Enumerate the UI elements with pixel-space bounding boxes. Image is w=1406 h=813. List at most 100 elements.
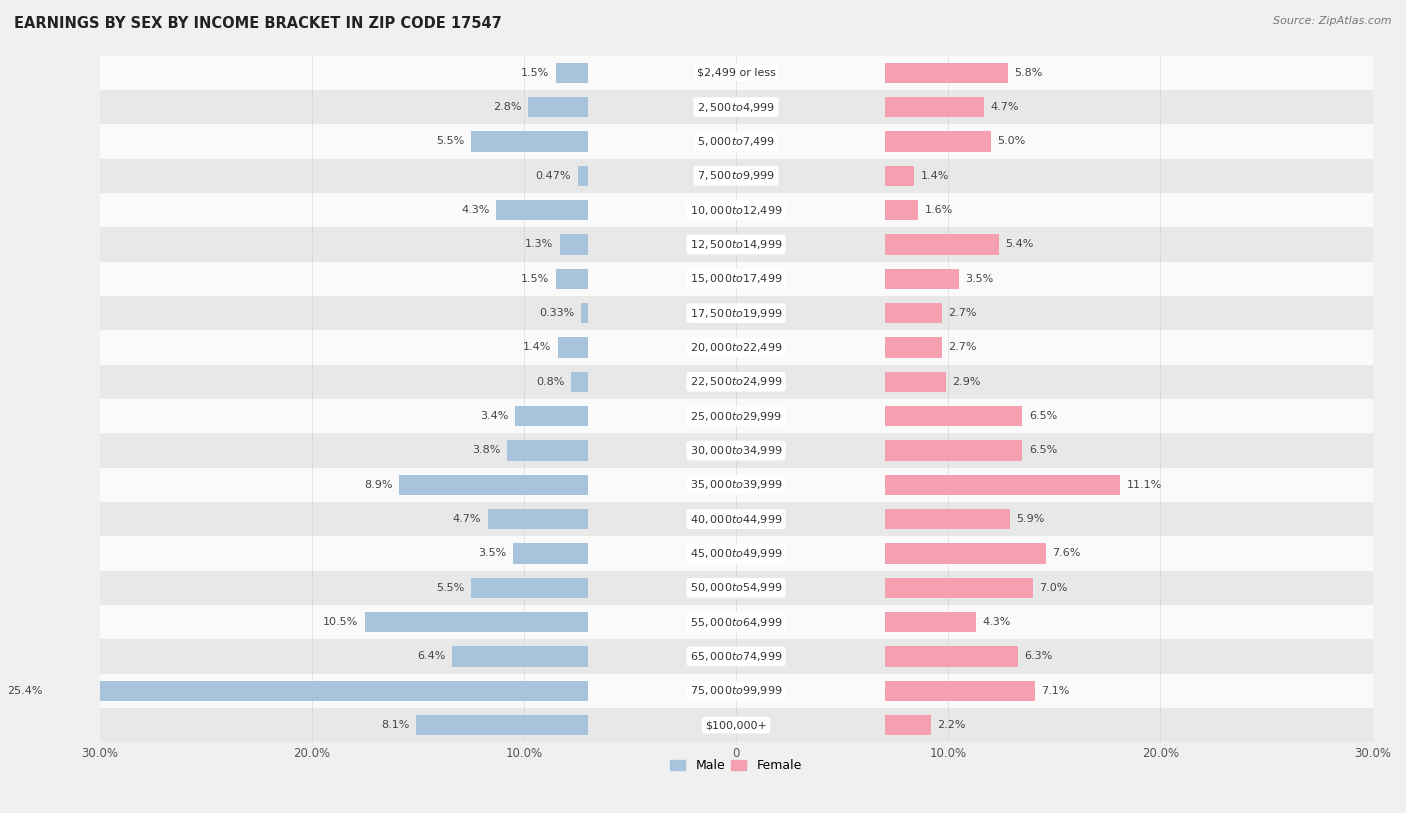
- Bar: [496, 200, 588, 220]
- Text: 8.9%: 8.9%: [364, 480, 392, 489]
- Text: 7.6%: 7.6%: [1052, 549, 1081, 559]
- Bar: [571, 372, 588, 392]
- Text: $35,000 to $39,999: $35,000 to $39,999: [690, 478, 782, 491]
- Bar: [364, 612, 588, 633]
- Bar: [884, 268, 959, 289]
- Text: 5.5%: 5.5%: [436, 583, 464, 593]
- Text: 5.5%: 5.5%: [436, 137, 464, 146]
- Text: $100,000+: $100,000+: [704, 720, 766, 730]
- Text: $75,000 to $99,999: $75,000 to $99,999: [690, 685, 782, 698]
- Text: 2.2%: 2.2%: [938, 720, 966, 730]
- Text: $2,500 to $4,999: $2,500 to $4,999: [697, 101, 775, 114]
- Text: 7.0%: 7.0%: [1039, 583, 1067, 593]
- Bar: [416, 715, 588, 736]
- Bar: [488, 509, 588, 529]
- Text: $2,499 or less: $2,499 or less: [696, 67, 776, 78]
- Text: 1.3%: 1.3%: [526, 240, 554, 250]
- Text: 2.8%: 2.8%: [494, 102, 522, 112]
- Bar: [100, 433, 1372, 467]
- Text: $50,000 to $54,999: $50,000 to $54,999: [690, 581, 782, 594]
- Bar: [884, 543, 1046, 563]
- Bar: [884, 406, 1022, 427]
- Bar: [513, 543, 588, 563]
- Bar: [884, 337, 942, 358]
- Bar: [884, 166, 914, 186]
- Text: 6.5%: 6.5%: [1029, 411, 1057, 421]
- Bar: [100, 228, 1372, 262]
- Bar: [100, 55, 1372, 90]
- Text: 3.5%: 3.5%: [478, 549, 508, 559]
- Bar: [100, 502, 1372, 537]
- Bar: [529, 97, 588, 117]
- Bar: [49, 680, 588, 701]
- Bar: [100, 639, 1372, 674]
- Text: $25,000 to $29,999: $25,000 to $29,999: [690, 410, 782, 423]
- Bar: [451, 646, 588, 667]
- Bar: [884, 131, 991, 152]
- Text: 4.7%: 4.7%: [453, 514, 481, 524]
- Bar: [100, 193, 1372, 228]
- Text: 1.4%: 1.4%: [921, 171, 949, 180]
- Bar: [100, 90, 1372, 124]
- Bar: [884, 97, 984, 117]
- Bar: [100, 124, 1372, 159]
- Bar: [884, 440, 1022, 461]
- Text: $20,000 to $22,499: $20,000 to $22,499: [690, 341, 782, 354]
- Text: 5.4%: 5.4%: [1005, 240, 1033, 250]
- Bar: [884, 63, 1008, 83]
- Text: 11.1%: 11.1%: [1126, 480, 1161, 489]
- Bar: [558, 337, 588, 358]
- Text: 2.7%: 2.7%: [948, 308, 977, 318]
- Text: 7.1%: 7.1%: [1042, 686, 1070, 696]
- Bar: [884, 715, 931, 736]
- Text: $40,000 to $44,999: $40,000 to $44,999: [690, 513, 782, 526]
- Text: $55,000 to $64,999: $55,000 to $64,999: [690, 615, 782, 628]
- Text: $30,000 to $34,999: $30,000 to $34,999: [690, 444, 782, 457]
- Text: 5.8%: 5.8%: [1014, 67, 1042, 78]
- Text: $45,000 to $49,999: $45,000 to $49,999: [690, 547, 782, 560]
- Legend: Male, Female: Male, Female: [665, 754, 807, 777]
- Text: 1.5%: 1.5%: [522, 67, 550, 78]
- Text: EARNINGS BY SEX BY INCOME BRACKET IN ZIP CODE 17547: EARNINGS BY SEX BY INCOME BRACKET IN ZIP…: [14, 16, 502, 31]
- Bar: [516, 406, 588, 427]
- Bar: [100, 365, 1372, 399]
- Text: 10.5%: 10.5%: [323, 617, 359, 627]
- Text: $5,000 to $7,499: $5,000 to $7,499: [697, 135, 775, 148]
- Text: 4.3%: 4.3%: [461, 205, 489, 215]
- Bar: [884, 234, 1000, 254]
- Text: 1.5%: 1.5%: [522, 274, 550, 284]
- Bar: [884, 646, 1018, 667]
- Bar: [884, 200, 918, 220]
- Text: $10,000 to $12,499: $10,000 to $12,499: [690, 203, 782, 216]
- Bar: [555, 63, 588, 83]
- Text: Source: ZipAtlas.com: Source: ZipAtlas.com: [1274, 16, 1392, 26]
- Text: 6.3%: 6.3%: [1025, 651, 1053, 662]
- Bar: [508, 440, 588, 461]
- Text: 0.33%: 0.33%: [538, 308, 574, 318]
- Text: $12,500 to $14,999: $12,500 to $14,999: [690, 238, 782, 251]
- Bar: [100, 605, 1372, 639]
- Text: 0.47%: 0.47%: [536, 171, 571, 180]
- Text: $65,000 to $74,999: $65,000 to $74,999: [690, 650, 782, 663]
- Bar: [884, 577, 1033, 598]
- Text: $17,500 to $19,999: $17,500 to $19,999: [690, 307, 782, 320]
- Bar: [555, 268, 588, 289]
- Text: 2.9%: 2.9%: [952, 376, 981, 387]
- Bar: [471, 577, 588, 598]
- Bar: [399, 475, 588, 495]
- Bar: [100, 296, 1372, 330]
- Text: $22,500 to $24,999: $22,500 to $24,999: [690, 376, 782, 389]
- Bar: [100, 571, 1372, 605]
- Text: $7,500 to $9,999: $7,500 to $9,999: [697, 169, 775, 182]
- Text: 1.6%: 1.6%: [925, 205, 953, 215]
- Bar: [100, 159, 1372, 193]
- Text: 5.0%: 5.0%: [997, 137, 1025, 146]
- Text: 1.4%: 1.4%: [523, 342, 551, 353]
- Text: 8.1%: 8.1%: [381, 720, 409, 730]
- Bar: [884, 303, 942, 324]
- Text: 4.7%: 4.7%: [991, 102, 1019, 112]
- Bar: [884, 475, 1121, 495]
- Bar: [100, 467, 1372, 502]
- Text: 3.4%: 3.4%: [481, 411, 509, 421]
- Text: 2.7%: 2.7%: [948, 342, 977, 353]
